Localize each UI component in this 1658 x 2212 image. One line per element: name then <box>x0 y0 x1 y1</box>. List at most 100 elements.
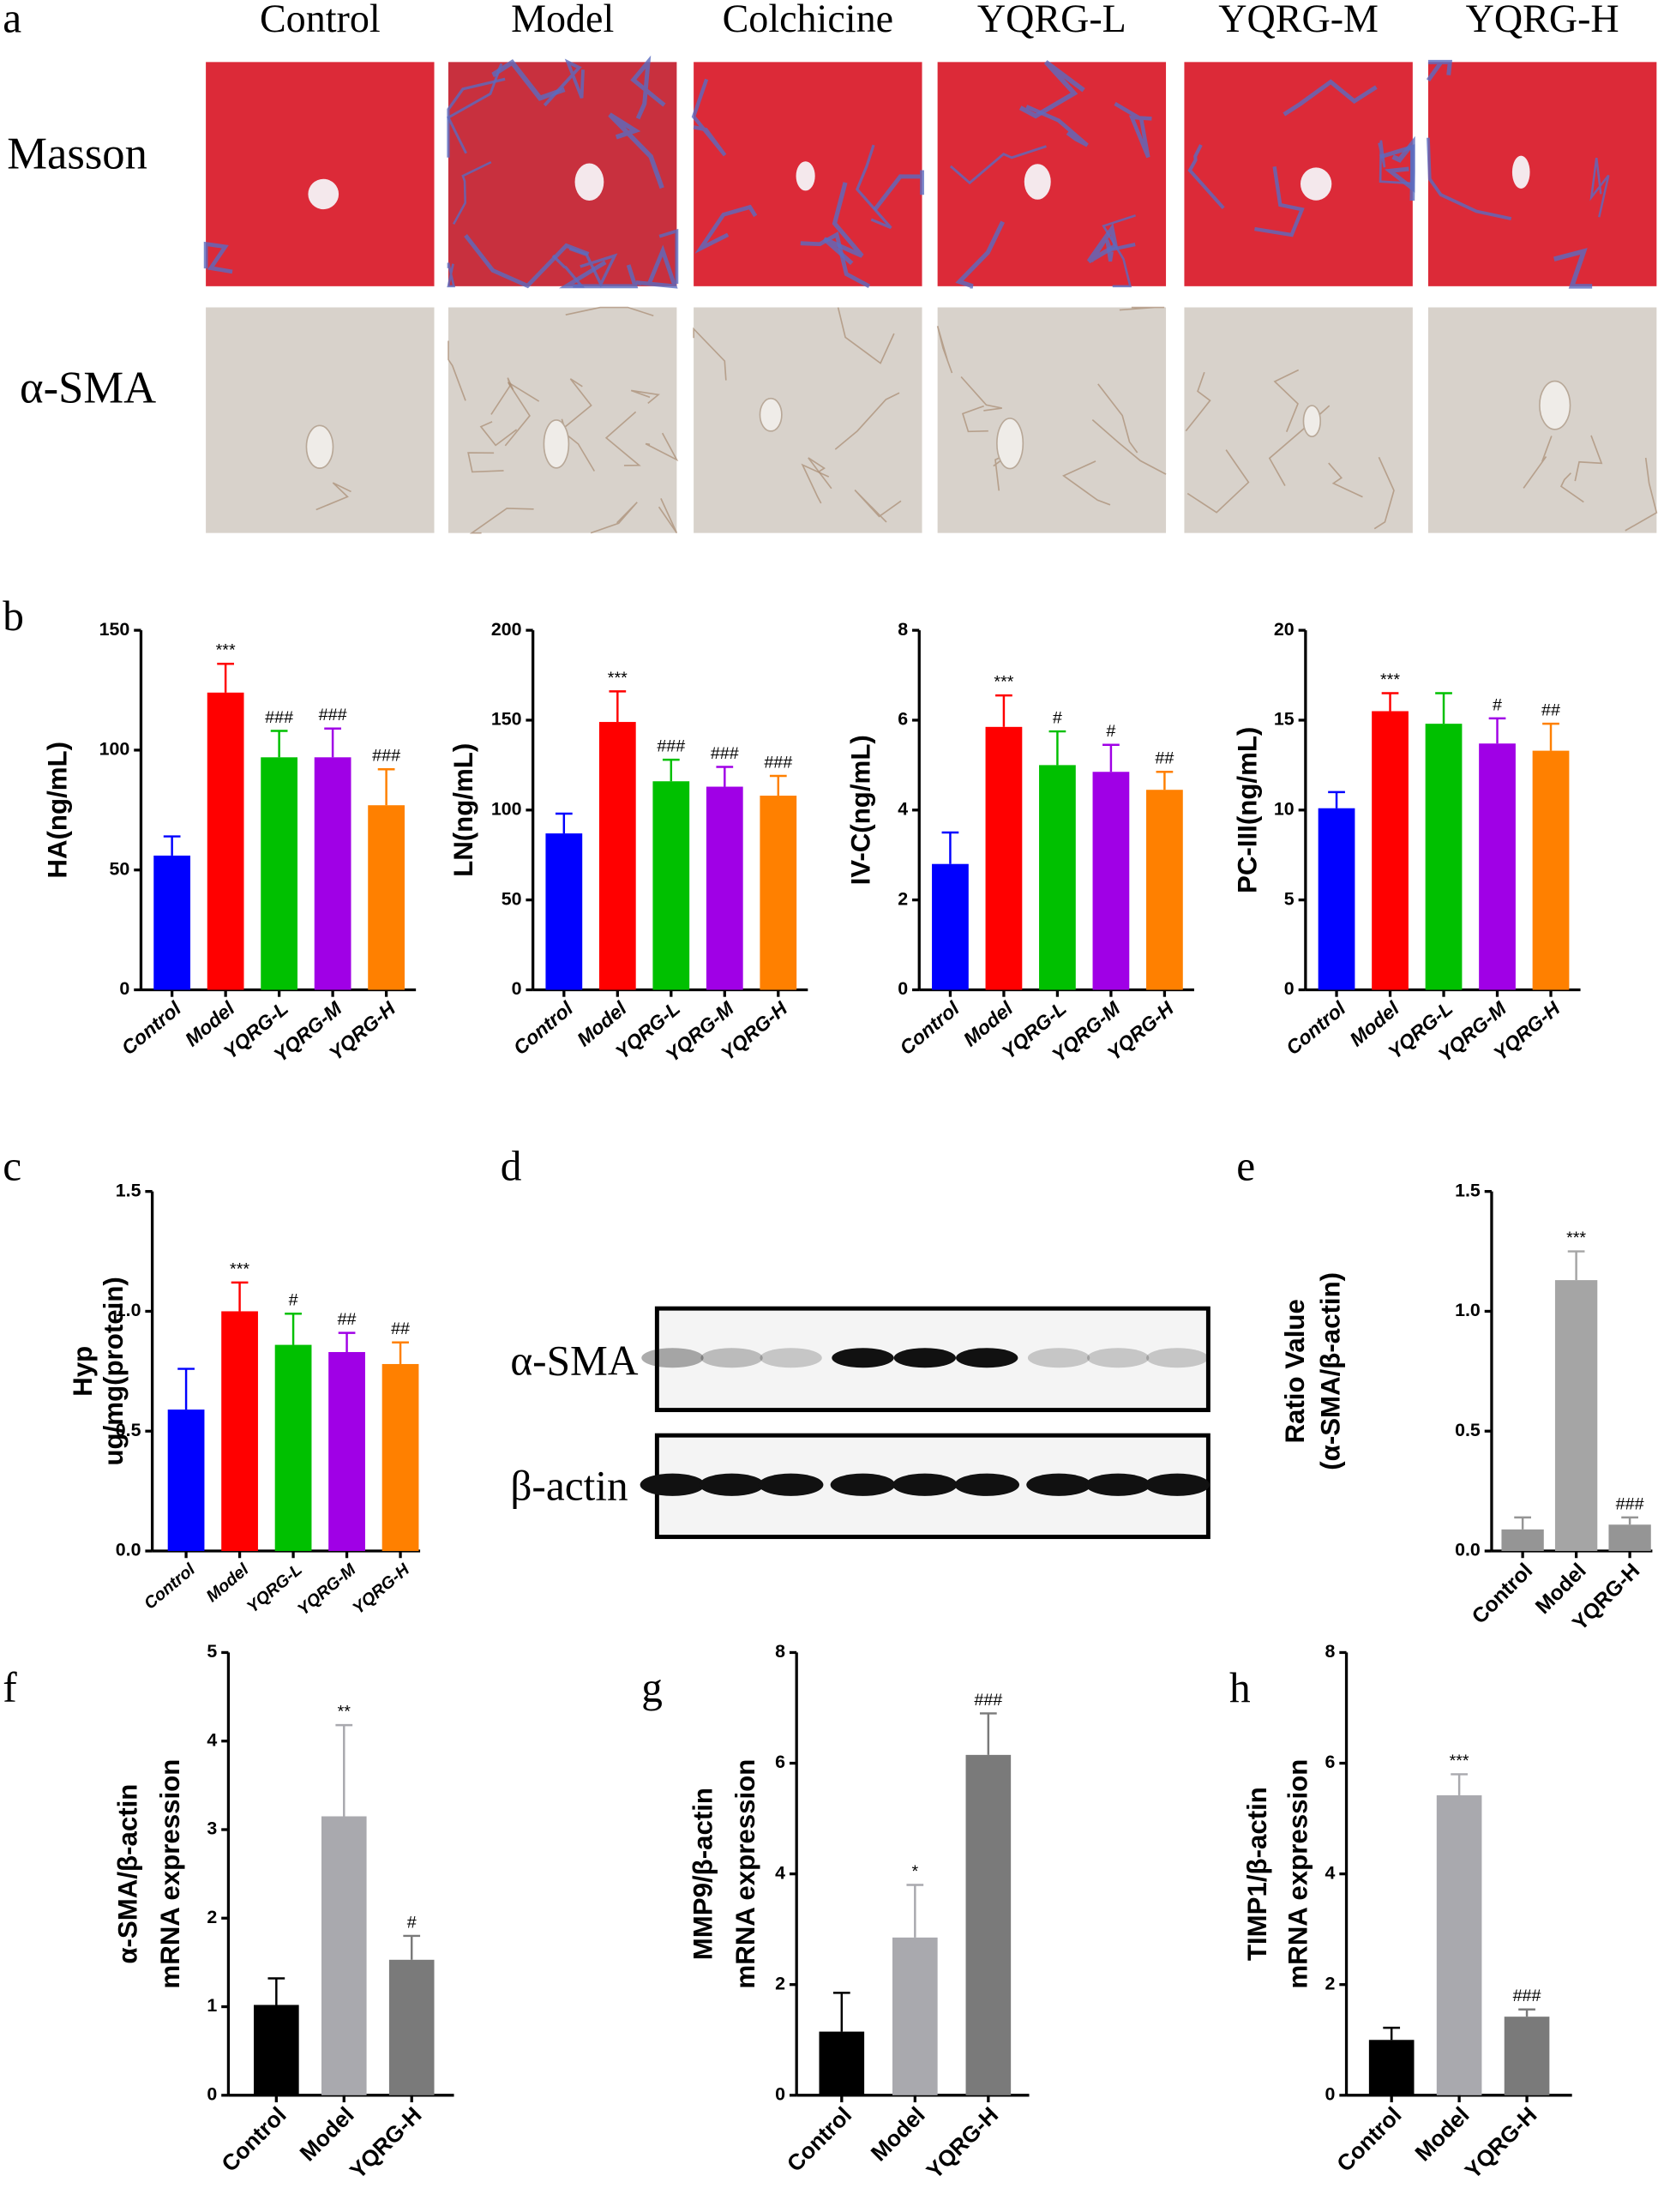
stain-streak <box>1091 419 1167 475</box>
bar <box>274 1344 312 1552</box>
sma-image <box>694 307 922 533</box>
significance-label: ### <box>711 744 739 763</box>
x-tick-label: Model <box>203 1560 253 1606</box>
stain-streak <box>645 432 679 462</box>
collagen-streak <box>630 55 666 120</box>
y-tick-label: 0.5 <box>116 1420 141 1440</box>
stain-streak <box>1373 456 1395 530</box>
y-tick-label: 10 <box>1274 798 1295 819</box>
row-label: Masson <box>7 129 147 178</box>
panel-label: h <box>1229 1664 1251 1711</box>
bar <box>368 805 405 990</box>
panel-label: e <box>1236 1142 1255 1189</box>
band <box>892 1473 958 1496</box>
significance-label: ## <box>1541 701 1560 720</box>
panel-label: c <box>3 1142 21 1189</box>
collagen-streak <box>1025 105 1089 147</box>
column-label: Control <box>260 0 381 40</box>
chart: 0 2 4 6 8 TIMP1/β-actin mRNA expression Control… <box>1242 1641 1572 2184</box>
y-tick-label: 0 <box>1284 978 1295 999</box>
chart: 050100150200LN(ng/mL)Control***Model###Y… <box>448 619 808 1067</box>
vessel <box>796 161 815 191</box>
stain-streak <box>1186 449 1250 514</box>
bar <box>1554 1280 1598 1552</box>
band <box>954 1473 1020 1496</box>
x-tick-label: YQRG-H <box>345 2102 427 2185</box>
bar <box>932 863 969 990</box>
band <box>758 1473 824 1496</box>
stain-streak <box>837 307 895 364</box>
stain-streak <box>854 489 902 523</box>
stain-streak <box>448 340 466 401</box>
y-tick-label: 4 <box>775 1862 785 1883</box>
stain-streak <box>834 392 900 450</box>
column-label: Model <box>511 0 614 40</box>
collagen-streak <box>558 260 639 289</box>
collagen-streak <box>1283 79 1378 117</box>
bar <box>328 1351 365 1552</box>
y-axis-label: mRNA expression <box>155 1759 185 1989</box>
chart: 0 2 4 6 8 MMP9/β-actin mRNA expression Control *… <box>688 1641 1030 2184</box>
y-axis-label: (α-SMA/β-actin) <box>1315 1272 1345 1470</box>
collagen-streak <box>873 170 924 212</box>
stain-streak <box>1523 436 1553 489</box>
y-tick-label: 5 <box>207 1641 217 1662</box>
y-tick-label: 100 <box>99 739 130 760</box>
collagen-streak <box>1018 60 1085 119</box>
sma-image <box>206 307 435 533</box>
bar <box>1436 1794 1482 2095</box>
bar <box>207 692 244 990</box>
y-tick-label: 3 <box>207 1818 217 1839</box>
band <box>700 1348 763 1368</box>
y-tick-label: 0 <box>1325 2083 1336 2104</box>
panel-label: d <box>501 1142 522 1189</box>
y-tick-label: 100 <box>491 798 522 819</box>
significance-label: ### <box>974 1691 1002 1710</box>
bar <box>321 1816 367 2095</box>
vessel <box>1511 155 1530 189</box>
vessel <box>1302 405 1322 438</box>
stain-streak <box>479 421 518 447</box>
x-tick-label: Control <box>1468 1560 1537 1629</box>
significance-label: ### <box>265 708 293 727</box>
western-blot <box>640 1306 1210 1540</box>
y-tick-label: 50 <box>502 888 522 909</box>
bar <box>1092 772 1130 990</box>
collagen-streak <box>608 112 664 189</box>
x-tick-label: Control <box>509 996 578 1059</box>
y-tick-label: 0 <box>119 978 129 999</box>
chart: 05101520PC-III(ng/mL)Control***ModelYQRG… <box>1232 619 1581 1067</box>
significance-label: # <box>1053 708 1062 727</box>
sma-image <box>937 307 1167 533</box>
significance-label: ** <box>338 1703 351 1722</box>
bar <box>652 781 690 990</box>
collagen-streak <box>1105 239 1136 262</box>
x-tick-label: YQRG-H <box>1460 2102 1542 2185</box>
significance-label: ### <box>1513 1987 1541 2005</box>
collagen-streak <box>543 58 585 107</box>
masson-image <box>937 62 1167 286</box>
y-axis-label: LN(ng/mL) <box>448 743 478 877</box>
bar <box>1146 790 1183 990</box>
stain-streak <box>1119 306 1165 311</box>
significance-label: # <box>1493 695 1502 714</box>
y-axis-label: mRNA expression <box>1283 1759 1313 1989</box>
y-tick-label: 6 <box>1325 1752 1336 1772</box>
y-tick-label: 1.0 <box>116 1300 141 1320</box>
y-axis-label: Ratio Value <box>1280 1299 1310 1443</box>
stain-streak <box>1097 383 1138 454</box>
y-axis-label: HA(ng/mL) <box>42 742 72 879</box>
vessel <box>1024 164 1051 200</box>
y-tick-label: 2 <box>898 888 908 909</box>
bar <box>254 2005 299 2095</box>
band <box>1026 1473 1091 1496</box>
chart: 050100150HA(ng/mL)Control***Model###YQRG… <box>42 619 417 1067</box>
vessel <box>759 397 783 432</box>
y-tick-label: 1 <box>207 1995 217 2016</box>
vessel <box>305 424 334 469</box>
significance-label: * <box>911 1862 918 1881</box>
y-axis-label: ug/mg(protein) <box>99 1277 129 1465</box>
band <box>1027 1348 1090 1368</box>
chart: 02468IV-C(ng/mL)Control***Model#YQRG-L#Y… <box>846 619 1194 1067</box>
bar <box>1368 2040 1415 2095</box>
